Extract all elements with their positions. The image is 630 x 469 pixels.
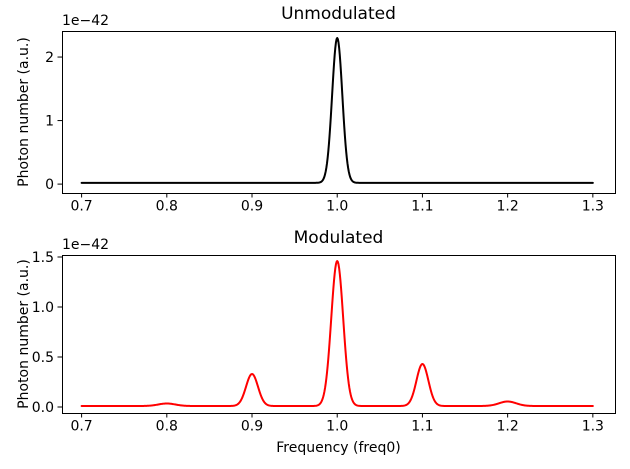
series-line-unmodulated bbox=[80, 36, 594, 184]
axes-spines bbox=[62, 255, 616, 414]
subplot-1-offset-text: 1e−42 bbox=[62, 13, 110, 29]
subplot-1-title: Unmodulated bbox=[281, 4, 396, 24]
subplot-2-ylabel: Photon number (a.u.) bbox=[16, 259, 32, 409]
x-tick-label: 1.0 bbox=[326, 419, 348, 435]
x-tick-label: 1.2 bbox=[497, 419, 519, 435]
y-tick-label: 1 bbox=[45, 114, 54, 130]
x-tick-label: 1.1 bbox=[411, 199, 433, 215]
x-tick-label: 0.8 bbox=[156, 419, 178, 435]
x-tick-label: 0.7 bbox=[70, 199, 92, 215]
y-tick-label: 0 bbox=[45, 177, 54, 193]
x-tick-label: 0.9 bbox=[241, 199, 263, 215]
x-tick-label: 0.8 bbox=[156, 199, 178, 215]
y-tick-label: 2 bbox=[45, 50, 54, 66]
x-tick-label: 0.7 bbox=[70, 419, 92, 435]
subplot-1-ylabel: Photon number (a.u.) bbox=[16, 37, 32, 187]
y-tick-label: 1.5 bbox=[32, 250, 54, 266]
axes-spines bbox=[62, 31, 616, 194]
x-tick-label: 0.9 bbox=[241, 419, 263, 435]
y-tick-label: 1.0 bbox=[32, 300, 54, 316]
series-line-modulated bbox=[80, 260, 594, 407]
subplot-2-xlabel: Frequency (freq0) bbox=[276, 440, 401, 456]
x-tick-label: 1.1 bbox=[411, 419, 433, 435]
y-tick-label: 0.0 bbox=[32, 400, 54, 416]
subplot-2-title: Modulated bbox=[293, 228, 384, 248]
x-tick-label: 1.3 bbox=[582, 419, 604, 435]
x-tick-label: 1.0 bbox=[326, 199, 348, 215]
y-tick-label: 0.5 bbox=[32, 350, 54, 366]
x-tick-label: 1.3 bbox=[582, 199, 604, 215]
x-tick-label: 1.2 bbox=[497, 199, 519, 215]
subplot-2-offset-text: 1e−42 bbox=[62, 237, 110, 253]
